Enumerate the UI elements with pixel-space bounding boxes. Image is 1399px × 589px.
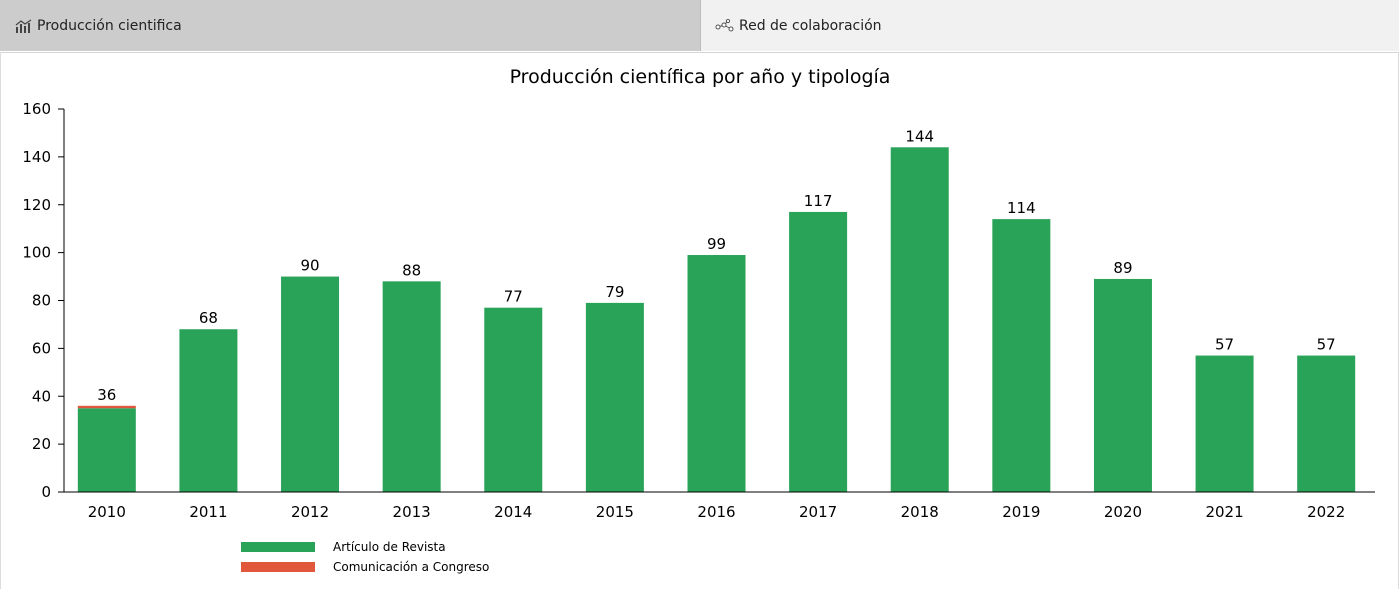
legend: Artículo de Revista Comunicación a Congre… <box>241 540 489 574</box>
y-tick-label: 100 <box>22 244 51 262</box>
bar-chart-icon <box>15 19 33 33</box>
x-tick-label: 2011 <box>189 503 227 521</box>
bar-articulo-2022[interactable] <box>1297 355 1356 492</box>
x-tick-label: 2015 <box>596 503 634 521</box>
x-tick-label: 2018 <box>901 503 939 521</box>
bar-value-label: 57 <box>1215 336 1234 354</box>
bars: 36 68 90 88 77 79 99 117 144 114 89 57 57 <box>77 127 1356 493</box>
bar-articulo-2012[interactable] <box>281 276 340 492</box>
bar-articulo-2020[interactable] <box>1093 278 1152 492</box>
x-tick-label: 2022 <box>1307 503 1345 521</box>
legend-label: Artículo de Revista <box>333 540 446 554</box>
network-icon <box>715 18 735 33</box>
y-axis: 0 20 40 60 80 100 120 140 160 <box>22 100 65 501</box>
tab-label: Producción cientifica <box>37 17 182 34</box>
bar-value-label: 36 <box>97 386 116 404</box>
y-tick-label: 160 <box>22 100 51 118</box>
x-axis: 2010 2011 2012 2013 2014 2015 2016 2017 2018 2019… <box>64 491 1375 521</box>
x-tick-label: 2019 <box>1002 503 1040 521</box>
y-tick-label: 40 <box>32 387 51 405</box>
y-tick-label: 120 <box>22 196 51 214</box>
x-tick-label: 2017 <box>799 503 837 521</box>
bar-value-label: 77 <box>504 288 523 306</box>
bar-articulo-2021[interactable] <box>1195 355 1254 492</box>
bar-articulo-2016[interactable] <box>687 255 746 492</box>
tab-red-colaboracion[interactable]: Red de colaboración <box>700 0 1399 51</box>
bar-articulo-2011[interactable] <box>179 329 238 492</box>
tab-label: Red de colaboración <box>739 17 882 34</box>
bar-value-label: 57 <box>1317 336 1336 354</box>
production-chart: Producción científica por año y tipologí… <box>22 66 1375 574</box>
y-tick-label: 80 <box>32 292 51 310</box>
bar-value-label: 89 <box>1113 259 1132 277</box>
bar-articulo-2010[interactable] <box>77 408 136 492</box>
y-tick-label: 60 <box>32 339 51 357</box>
bar-value-label: 68 <box>199 309 218 327</box>
legend-swatch <box>241 542 315 552</box>
x-tick-label: 2010 <box>88 503 126 521</box>
x-tick-label: 2021 <box>1205 503 1243 521</box>
bar-value-label: 99 <box>707 235 726 253</box>
bar-articulo-2013[interactable] <box>382 281 441 492</box>
x-tick-label: 2016 <box>697 503 735 521</box>
bar-value-label: 88 <box>402 261 421 279</box>
x-tick-label: 2014 <box>494 503 532 521</box>
legend-swatch <box>241 562 315 572</box>
y-tick-label: 0 <box>41 483 51 501</box>
tab-bar: Producción cientifica Red de colaboració… <box>0 0 1399 53</box>
x-tick-label: 2013 <box>393 503 431 521</box>
legend-label: Comunicación a Congreso <box>333 560 489 574</box>
chart-title: Producción científica por año y tipologí… <box>510 66 891 88</box>
bar-articulo-2017[interactable] <box>789 211 848 492</box>
bar-articulo-2018[interactable] <box>890 147 949 493</box>
bar-articulo-2015[interactable] <box>585 302 644 492</box>
bar-value-label: 114 <box>1007 199 1036 217</box>
bar-articulo-2014[interactable] <box>484 307 543 492</box>
x-tick-label: 2012 <box>291 503 329 521</box>
bar-value-label: 117 <box>804 192 833 210</box>
y-tick-label: 20 <box>32 435 51 453</box>
x-tick-label: 2020 <box>1104 503 1142 521</box>
bar-value-label: 90 <box>300 257 319 275</box>
bar-value-label: 79 <box>605 283 624 301</box>
bar-value-label: 144 <box>905 127 934 145</box>
y-tick-label: 140 <box>22 148 51 166</box>
tab-produccion-cientifica[interactable]: Producción cientifica <box>0 0 700 51</box>
bar-articulo-2019[interactable] <box>992 219 1051 493</box>
bar-congreso-2010[interactable] <box>77 405 136 409</box>
